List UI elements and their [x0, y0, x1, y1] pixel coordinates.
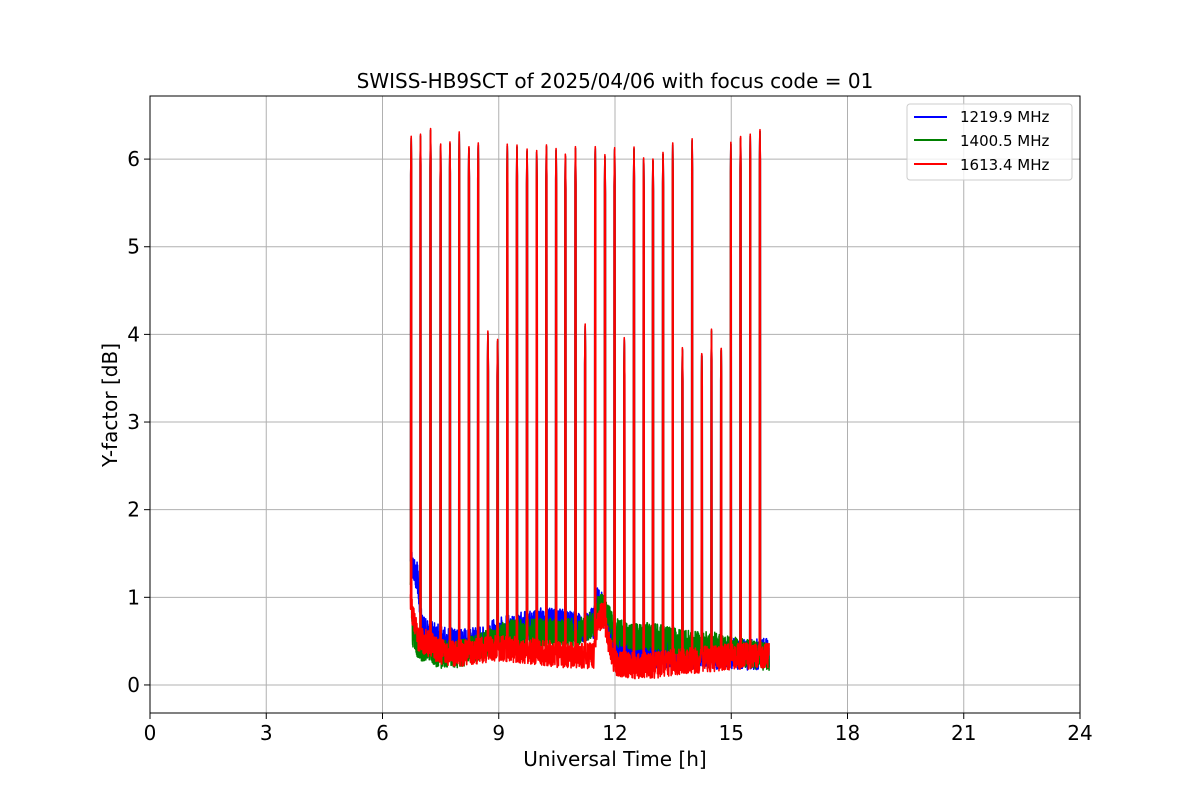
legend-box — [906, 103, 1073, 181]
y-tick-label-0: 0 — [127, 673, 140, 697]
x-tick-label-24: 24 — [1067, 721, 1092, 745]
y-axis-label: Y-factor [dB] — [98, 343, 122, 468]
y-tick-label-2: 2 — [127, 498, 140, 522]
series-layer — [409, 127, 770, 680]
x-tick-label-18: 18 — [835, 721, 860, 745]
x-tick-label-3: 3 — [260, 721, 273, 745]
y-tick-label-4: 4 — [127, 322, 140, 346]
legend-label-1400-5-mhz: 1400.5 MHz — [960, 132, 1049, 150]
y-tick-label-1: 1 — [127, 585, 140, 609]
x-tick-label-0: 0 — [144, 721, 157, 745]
x-tick-label-12: 12 — [602, 721, 627, 745]
y-tick-label-3: 3 — [127, 410, 140, 434]
legend-label-1219-9-mhz: 1219.9 MHz — [960, 108, 1049, 126]
x-tick-label-9: 9 — [492, 721, 505, 745]
legend: 1219.9 MHz 1400.5 MHz 1613.4 MHz — [906, 103, 1073, 181]
y-axis-ticks: 0 1 2 3 4 5 6 — [127, 147, 150, 697]
x-tick-label-15: 15 — [719, 721, 744, 745]
chart-title: SWISS-HB9SCT of 2025/04/06 with focus co… — [357, 69, 874, 93]
x-tick-label-21: 21 — [951, 721, 976, 745]
y-tick-label-5: 5 — [127, 235, 140, 259]
x-axis-ticks: 0 3 6 9 12 15 18 21 24 — [144, 713, 1093, 745]
legend-label-1613-4-mhz: 1613.4 MHz — [960, 156, 1049, 174]
x-tick-label-6: 6 — [376, 721, 389, 745]
x-axis-label: Universal Time [h] — [523, 747, 706, 771]
y-tick-label-6: 6 — [127, 147, 140, 171]
series-line-1613-4-mhz — [409, 127, 770, 680]
